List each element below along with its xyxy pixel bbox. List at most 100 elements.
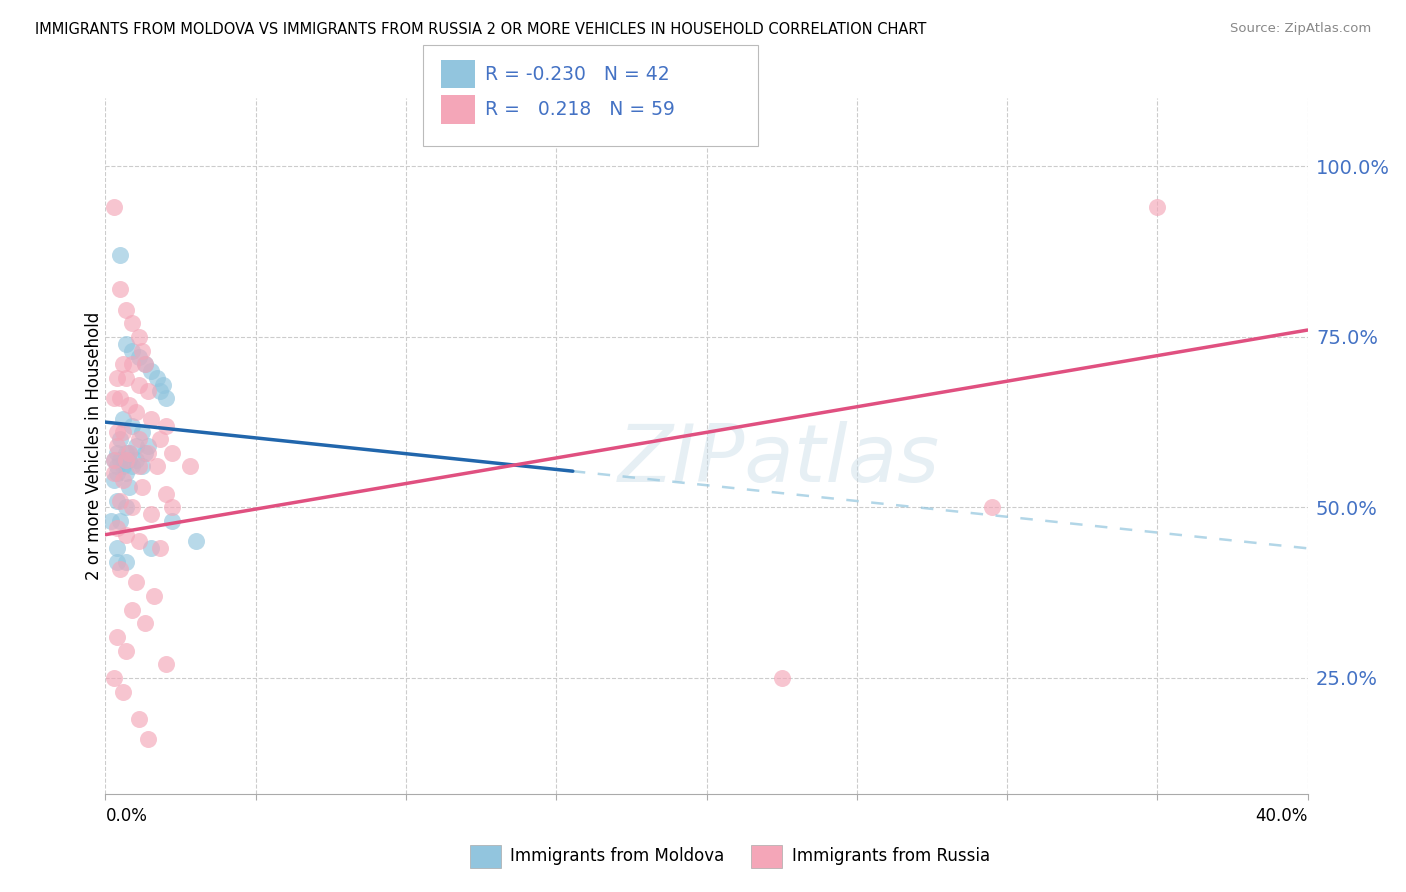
Point (115, 643, 138, 657)
Point (124, 452, 146, 467)
Point (155, 487, 177, 501)
Point (139, 364, 162, 378)
Point (128, 377, 150, 392)
Point (128, 351, 150, 365)
Point (110, 562, 132, 576)
Point (115, 452, 138, 467)
Point (112, 473, 135, 487)
Point (115, 371, 138, 385)
Point (136, 732, 159, 747)
Point (981, 500, 1004, 515)
Point (139, 411, 162, 425)
Point (107, 541, 129, 556)
Y-axis label: 2 or more Vehicles in Household: 2 or more Vehicles in Household (86, 312, 103, 580)
Text: R = -0.230   N = 42: R = -0.230 N = 42 (485, 64, 669, 84)
Point (112, 411, 135, 425)
Point (118, 446, 141, 460)
Point (110, 514, 132, 528)
Point (148, 541, 170, 556)
Point (103, 452, 125, 467)
Point (107, 493, 129, 508)
Point (152, 377, 174, 392)
Point (184, 534, 207, 549)
Point (107, 439, 129, 453)
Point (112, 357, 135, 371)
Point (128, 534, 150, 549)
Point (103, 671, 125, 685)
Point (107, 371, 129, 385)
Text: R =   0.218   N = 59: R = 0.218 N = 59 (485, 100, 675, 120)
Point (155, 418, 177, 433)
Point (121, 357, 143, 371)
Point (131, 480, 153, 494)
Point (118, 452, 141, 467)
Point (115, 467, 138, 481)
Text: Source: ZipAtlas.com: Source: ZipAtlas.com (1230, 22, 1371, 36)
Point (148, 432, 170, 446)
Point (121, 603, 143, 617)
Point (131, 343, 153, 358)
Point (110, 391, 132, 405)
Point (145, 371, 167, 385)
Point (139, 541, 162, 556)
Point (124, 439, 146, 453)
Point (131, 459, 153, 474)
Point (124, 575, 146, 590)
Point (136, 439, 159, 453)
Text: ZIPatlas: ZIPatlas (617, 421, 939, 499)
Point (128, 432, 150, 446)
Point (107, 467, 129, 481)
Point (160, 446, 183, 460)
Text: Immigrants from Russia: Immigrants from Russia (792, 847, 990, 865)
Point (118, 398, 141, 412)
Point (142, 589, 165, 603)
Point (110, 282, 132, 296)
Point (134, 357, 156, 371)
Point (128, 330, 150, 344)
Point (121, 418, 143, 433)
Point (1146, 200, 1168, 214)
Point (110, 248, 132, 262)
Point (107, 446, 129, 460)
Point (112, 425, 135, 440)
Point (134, 446, 156, 460)
Point (110, 432, 132, 446)
Point (100, 514, 122, 528)
Text: IMMIGRANTS FROM MOLDOVA VS IMMIGRANTS FROM RUSSIA 2 OR MORE VEHICLES IN HOUSEHOL: IMMIGRANTS FROM MOLDOVA VS IMMIGRANTS FR… (35, 22, 927, 37)
Text: 0.0%: 0.0% (105, 807, 148, 825)
Point (155, 391, 177, 405)
Point (107, 459, 129, 474)
Point (103, 452, 125, 467)
Point (139, 507, 162, 521)
Point (128, 712, 150, 726)
Point (115, 302, 138, 317)
Point (136, 446, 159, 460)
Point (770, 671, 793, 685)
Point (179, 459, 201, 474)
Point (121, 459, 143, 474)
Point (118, 480, 141, 494)
Point (121, 500, 143, 515)
Point (115, 555, 138, 569)
Text: 40.0%: 40.0% (1256, 807, 1308, 825)
Point (134, 357, 156, 371)
Point (103, 200, 125, 214)
Point (103, 391, 125, 405)
Point (136, 384, 159, 399)
Point (121, 343, 143, 358)
Point (148, 384, 170, 399)
Point (118, 446, 141, 460)
Point (103, 473, 125, 487)
Point (145, 459, 167, 474)
Point (115, 446, 138, 460)
Point (110, 493, 132, 508)
Point (155, 657, 177, 672)
Point (107, 555, 129, 569)
Point (107, 630, 129, 644)
Point (128, 459, 150, 474)
Point (110, 452, 132, 467)
Point (160, 500, 183, 515)
Point (112, 459, 135, 474)
Point (115, 500, 138, 515)
Point (107, 521, 129, 535)
